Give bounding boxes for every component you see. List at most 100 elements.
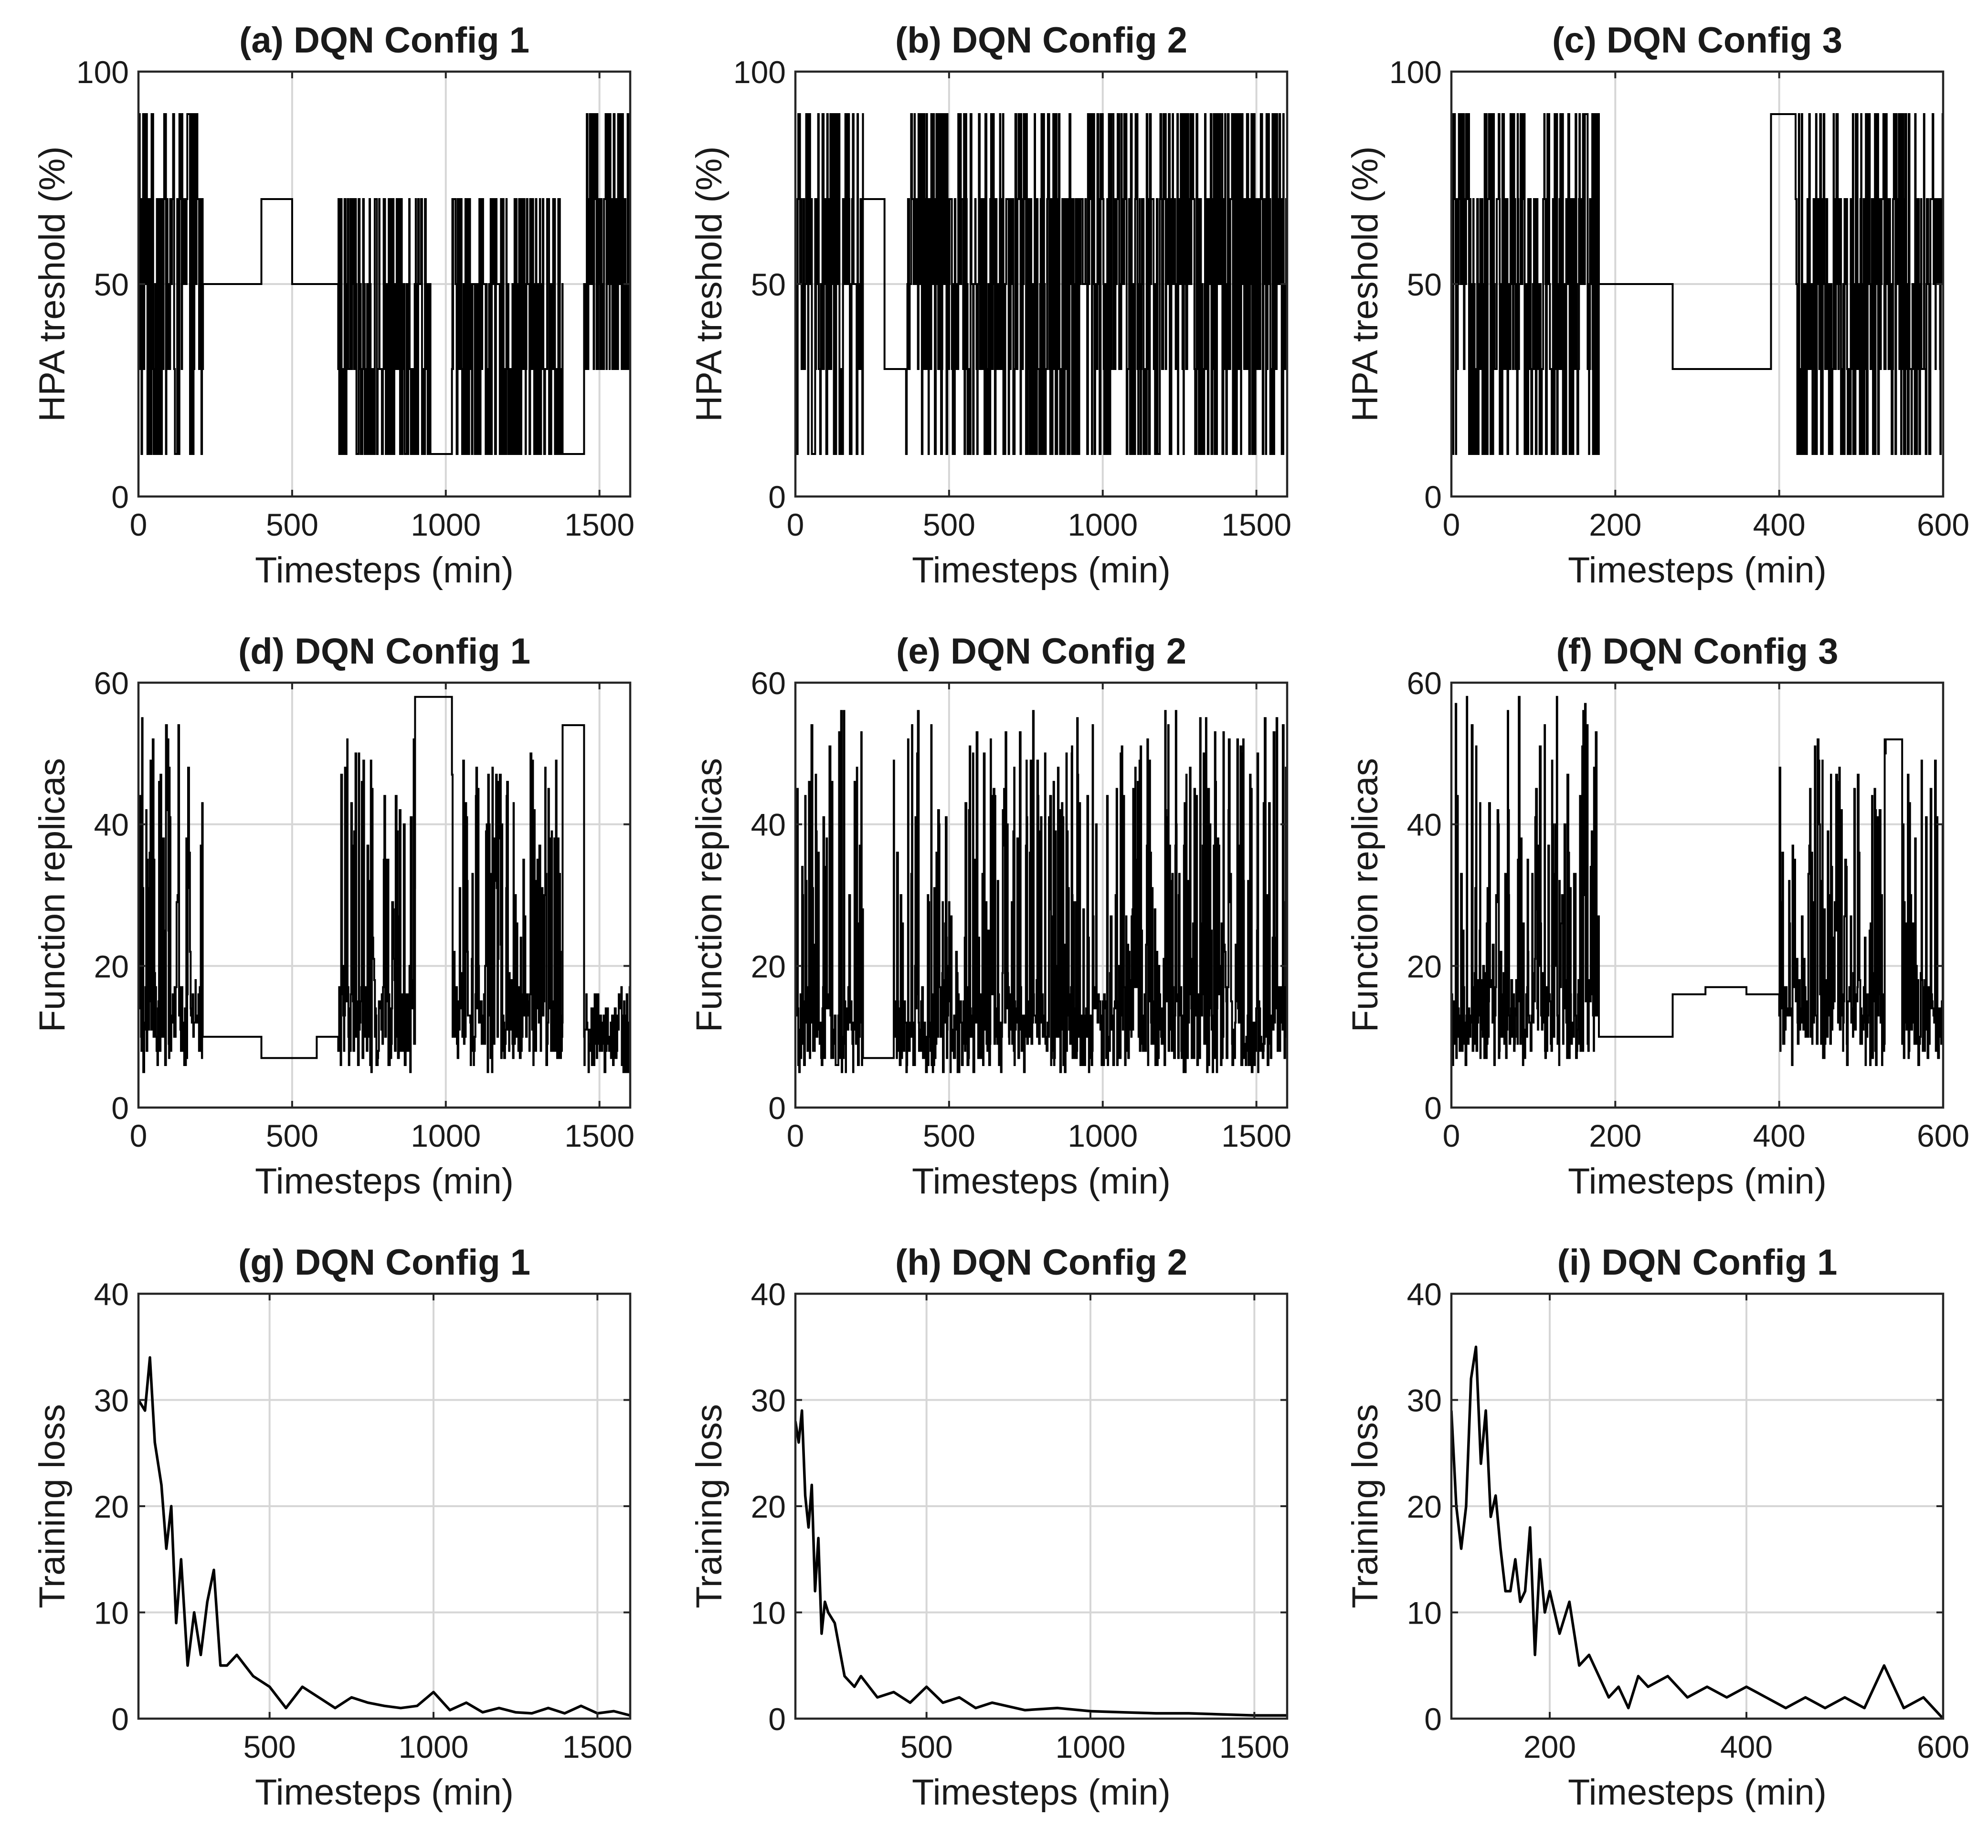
x-tick-label: 1500 xyxy=(1221,1118,1291,1153)
x-axis-label: Timesteps (min) xyxy=(1568,550,1827,591)
y-tick-label: 100 xyxy=(76,54,129,90)
x-tick-label: 1500 xyxy=(1219,1729,1290,1764)
y-tick-label: 0 xyxy=(1424,1701,1442,1737)
x-tick-label: 0 xyxy=(130,507,148,542)
panel-d: 0 500 1000 1500 0 20 40 60 (d) DQN Config 1 Times… xyxy=(32,631,634,1202)
y-tick-label: 0 xyxy=(111,1701,129,1737)
x-axis-label: Timesteps (min) xyxy=(912,550,1171,591)
y-tick-label: 0 xyxy=(1424,479,1442,515)
panel-title: (d) DQN Config 1 xyxy=(238,631,530,672)
x-tick-label: 600 xyxy=(1917,1118,1969,1153)
panel-title: (e) DQN Config 2 xyxy=(896,631,1186,672)
x-tick-label: 1000 xyxy=(1068,1118,1138,1153)
x-tick-label: 0 xyxy=(130,1118,148,1153)
series-line xyxy=(1451,1345,1943,1719)
panel-e: 0 500 1000 1500 0 20 40 60 (e) DQN Config 2 Times… xyxy=(689,631,1291,1202)
y-tick-label: 20 xyxy=(1407,1489,1442,1524)
y-tick-label: 20 xyxy=(1407,949,1442,984)
x-tick-label: 0 xyxy=(787,1118,804,1153)
y-tick-label: 40 xyxy=(94,807,129,843)
x-axis-label: Timesteps (min) xyxy=(912,1772,1171,1813)
series-line xyxy=(138,696,630,1073)
panel-title: (b) DQN Config 2 xyxy=(895,20,1187,61)
y-axis-label: Training loss xyxy=(32,1404,73,1608)
panel-title: (i) DQN Config 1 xyxy=(1557,1242,1838,1283)
x-tick-label: 500 xyxy=(900,1729,953,1764)
y-tick-label: 20 xyxy=(751,1489,786,1524)
y-axis-label: Function replicas xyxy=(1345,758,1385,1033)
panel-b: 0 500 1000 1500 0 50 100 (b) DQN Config 2 Timest… xyxy=(689,20,1291,591)
panel-title: (g) DQN Config 1 xyxy=(238,1242,530,1283)
x-tick-label: 500 xyxy=(923,507,975,542)
y-tick-label: 50 xyxy=(94,267,129,302)
plot-frame xyxy=(1450,681,1945,1109)
y-axis-label: Training loss xyxy=(689,1404,730,1608)
x-tick-label: 0 xyxy=(1443,1118,1460,1153)
panel-a: 0 500 1000 1500 0 50 100 (a) DQN Config 1 Timest… xyxy=(32,20,634,591)
y-tick-label: 30 xyxy=(1407,1383,1442,1418)
y-tick-label: 20 xyxy=(94,1489,129,1524)
panel-title: (h) DQN Config 2 xyxy=(895,1242,1187,1283)
series-line xyxy=(795,1409,1287,1717)
x-tick-label: 400 xyxy=(1753,1118,1806,1153)
y-tick-label: 40 xyxy=(94,1277,129,1312)
y-axis-label: Function replicas xyxy=(689,758,730,1033)
series-line xyxy=(138,1356,630,1717)
x-tick-label: 1500 xyxy=(562,1729,633,1764)
y-tick-label: 50 xyxy=(1407,267,1442,302)
x-tick-label: 200 xyxy=(1589,507,1641,542)
y-tick-label: 0 xyxy=(1424,1090,1442,1126)
x-tick-label: 1500 xyxy=(1221,507,1291,542)
series-line xyxy=(1451,696,1943,1066)
y-tick-label: 30 xyxy=(751,1383,786,1418)
y-tick-label: 60 xyxy=(1407,665,1442,701)
y-axis-label: Training loss xyxy=(1345,1404,1385,1608)
x-tick-label: 1000 xyxy=(411,1118,481,1153)
x-tick-label: 200 xyxy=(1589,1118,1641,1153)
y-tick-label: 100 xyxy=(1389,54,1442,90)
y-tick-label: 30 xyxy=(94,1383,129,1418)
x-tick-label: 1500 xyxy=(564,507,634,542)
x-tick-label: 500 xyxy=(266,1118,318,1153)
y-axis-label: Function replicas xyxy=(32,758,73,1033)
y-tick-label: 0 xyxy=(768,1090,786,1126)
panel-title: (f) DQN Config 3 xyxy=(1556,631,1838,672)
y-axis-label: HPA treshold (%) xyxy=(1345,146,1385,422)
x-tick-label: 600 xyxy=(1917,507,1969,542)
x-tick-label: 0 xyxy=(1443,507,1460,542)
y-tick-label: 10 xyxy=(1407,1595,1442,1631)
x-tick-label: 1000 xyxy=(1068,507,1138,542)
y-tick-label: 100 xyxy=(733,54,786,90)
series-line xyxy=(795,113,1287,455)
x-tick-label: 500 xyxy=(266,507,318,542)
y-tick-label: 20 xyxy=(751,949,786,984)
series-line xyxy=(795,710,1287,1073)
x-tick-label: 1500 xyxy=(564,1118,634,1153)
y-axis-label: HPA treshold (%) xyxy=(689,146,730,422)
panel-title: (c) DQN Config 3 xyxy=(1552,20,1842,61)
x-axis-label: Timesteps (min) xyxy=(1568,1161,1827,1202)
y-tick-label: 0 xyxy=(768,1701,786,1737)
x-tick-label: 200 xyxy=(1523,1729,1576,1764)
x-tick-label: 400 xyxy=(1753,507,1806,542)
panel-title: (a) DQN Config 1 xyxy=(239,20,529,61)
x-tick-label: 400 xyxy=(1720,1729,1773,1764)
panel-h: 500 1000 1500 0 10 20 30 40 (h) DQN Config 2 Time… xyxy=(689,1242,1290,1813)
panel-c: 0 200 400 600 0 50 100 (c) DQN Config 3 Timestep… xyxy=(1345,20,1969,591)
x-axis-label: Timesteps (min) xyxy=(1568,1772,1827,1813)
y-tick-label: 40 xyxy=(751,1277,786,1312)
y-tick-label: 0 xyxy=(111,1090,129,1126)
panel-g: 500 1000 1500 0 10 20 30 40 (g) DQN Config 1 Time… xyxy=(32,1242,633,1813)
x-tick-label: 500 xyxy=(923,1118,975,1153)
x-axis-label: Timesteps (min) xyxy=(255,550,514,591)
x-tick-label: 1000 xyxy=(1056,1729,1126,1764)
x-tick-label: 0 xyxy=(787,507,804,542)
x-tick-label: 500 xyxy=(243,1729,296,1764)
panel-f: 0 200 400 600 0 20 40 60 (f) DQN Config 3 Timeste… xyxy=(1345,631,1969,1202)
x-tick-label: 600 xyxy=(1917,1729,1969,1764)
x-axis-label: Timesteps (min) xyxy=(912,1161,1171,1202)
y-tick-label: 20 xyxy=(94,949,129,984)
series-line xyxy=(138,113,630,455)
y-tick-label: 0 xyxy=(768,479,786,515)
x-axis-label: Timesteps (min) xyxy=(255,1772,514,1813)
